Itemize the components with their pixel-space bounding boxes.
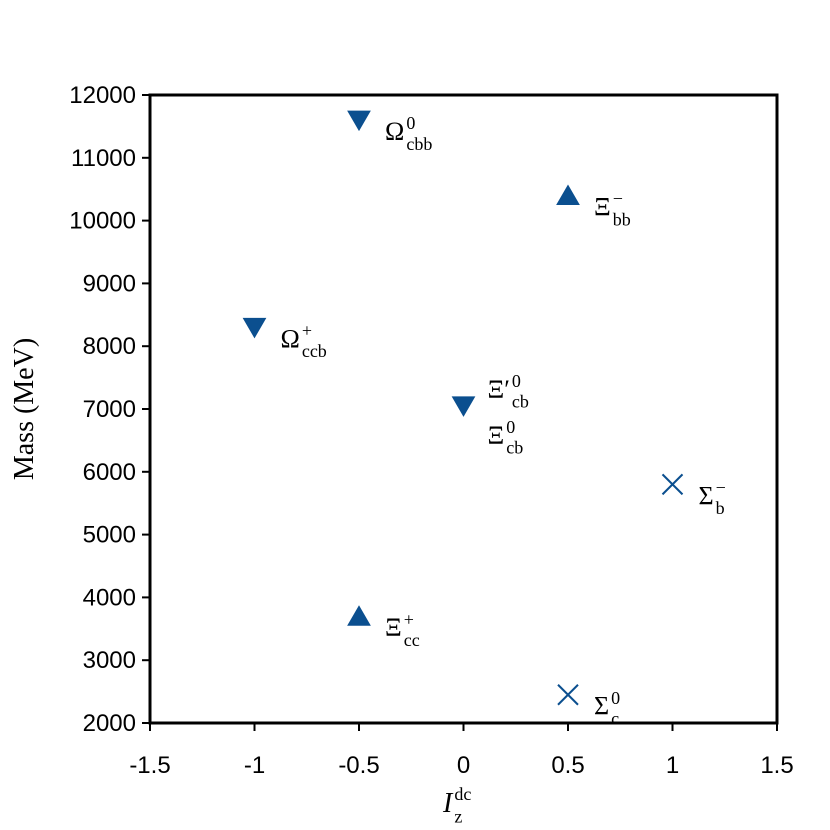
data-point	[451, 396, 476, 417]
y-tick-label: 5000	[83, 522, 136, 549]
plot-frame	[148, 93, 779, 725]
y-tick-label: 6000	[83, 459, 136, 486]
point-label-sup: 0	[611, 688, 620, 708]
point-label-sup: 0	[512, 371, 521, 391]
data-point	[242, 317, 267, 339]
point-label: Ξ′ cb0	[488, 371, 529, 412]
point-label-base: Ξ′	[488, 375, 510, 404]
point-label-sub: ccb	[302, 341, 327, 361]
y-tick-label: 11000	[71, 145, 136, 172]
x-axis-label-sub: z	[454, 807, 462, 827]
point-label-sup: +	[404, 609, 414, 629]
point-label-sub: cb	[506, 438, 523, 458]
point-label-sup: −	[716, 477, 726, 497]
y-tick-label: 8000	[83, 333, 136, 360]
y-tick-label: 2000	[83, 710, 136, 737]
x-axis-label-sup: dc	[454, 784, 471, 804]
data-point	[557, 684, 579, 706]
point-label-base: Ω	[385, 117, 404, 146]
point-label-base: Ξ	[488, 421, 505, 450]
y-tick-label: 3000	[83, 647, 136, 674]
point-label-sub: cc	[404, 630, 420, 650]
point-label-sup: 0	[406, 113, 415, 133]
y-tick-label: 4000	[83, 584, 136, 611]
y-tick-label: 12000	[69, 82, 136, 109]
point-label-sup: −	[613, 189, 623, 209]
y-tick-label: 10000	[69, 208, 136, 235]
point-label-base: Ω	[281, 324, 300, 353]
y-tick-label: 7000	[83, 396, 136, 423]
point-label-sub: bb	[613, 209, 631, 229]
x-tick-label: -1	[244, 752, 265, 779]
point-label-base: Ξ	[594, 192, 611, 221]
x-axis-label-base: I	[442, 788, 454, 819]
point-label-sup: +	[302, 320, 312, 340]
x-tick-label: -0.5	[338, 752, 379, 779]
point-label-base: Σ	[699, 481, 714, 510]
point-label-sub: cb	[512, 392, 529, 412]
x-tick-label: 1.5	[760, 752, 793, 779]
data-point	[347, 110, 371, 132]
point-label-base: Ξ	[385, 613, 402, 642]
y-tick-label: 9000	[83, 270, 136, 297]
point-label-base: Σ	[594, 692, 609, 721]
x-tick-label: 0.5	[551, 752, 584, 779]
point-label-sub: b	[716, 498, 725, 518]
x-tick-label: -1.5	[129, 752, 170, 779]
point-label-sub: cbb	[406, 134, 432, 154]
x-tick-label: 0	[457, 752, 470, 779]
point-label-sub: c	[611, 709, 619, 729]
data-point	[661, 473, 684, 496]
data-point	[347, 605, 371, 626]
data-point	[556, 184, 580, 205]
y-axis-label: Mass (MeV)	[9, 338, 40, 480]
point-label-sup: 0	[506, 417, 515, 437]
x-tick-label: 1	[666, 752, 679, 779]
